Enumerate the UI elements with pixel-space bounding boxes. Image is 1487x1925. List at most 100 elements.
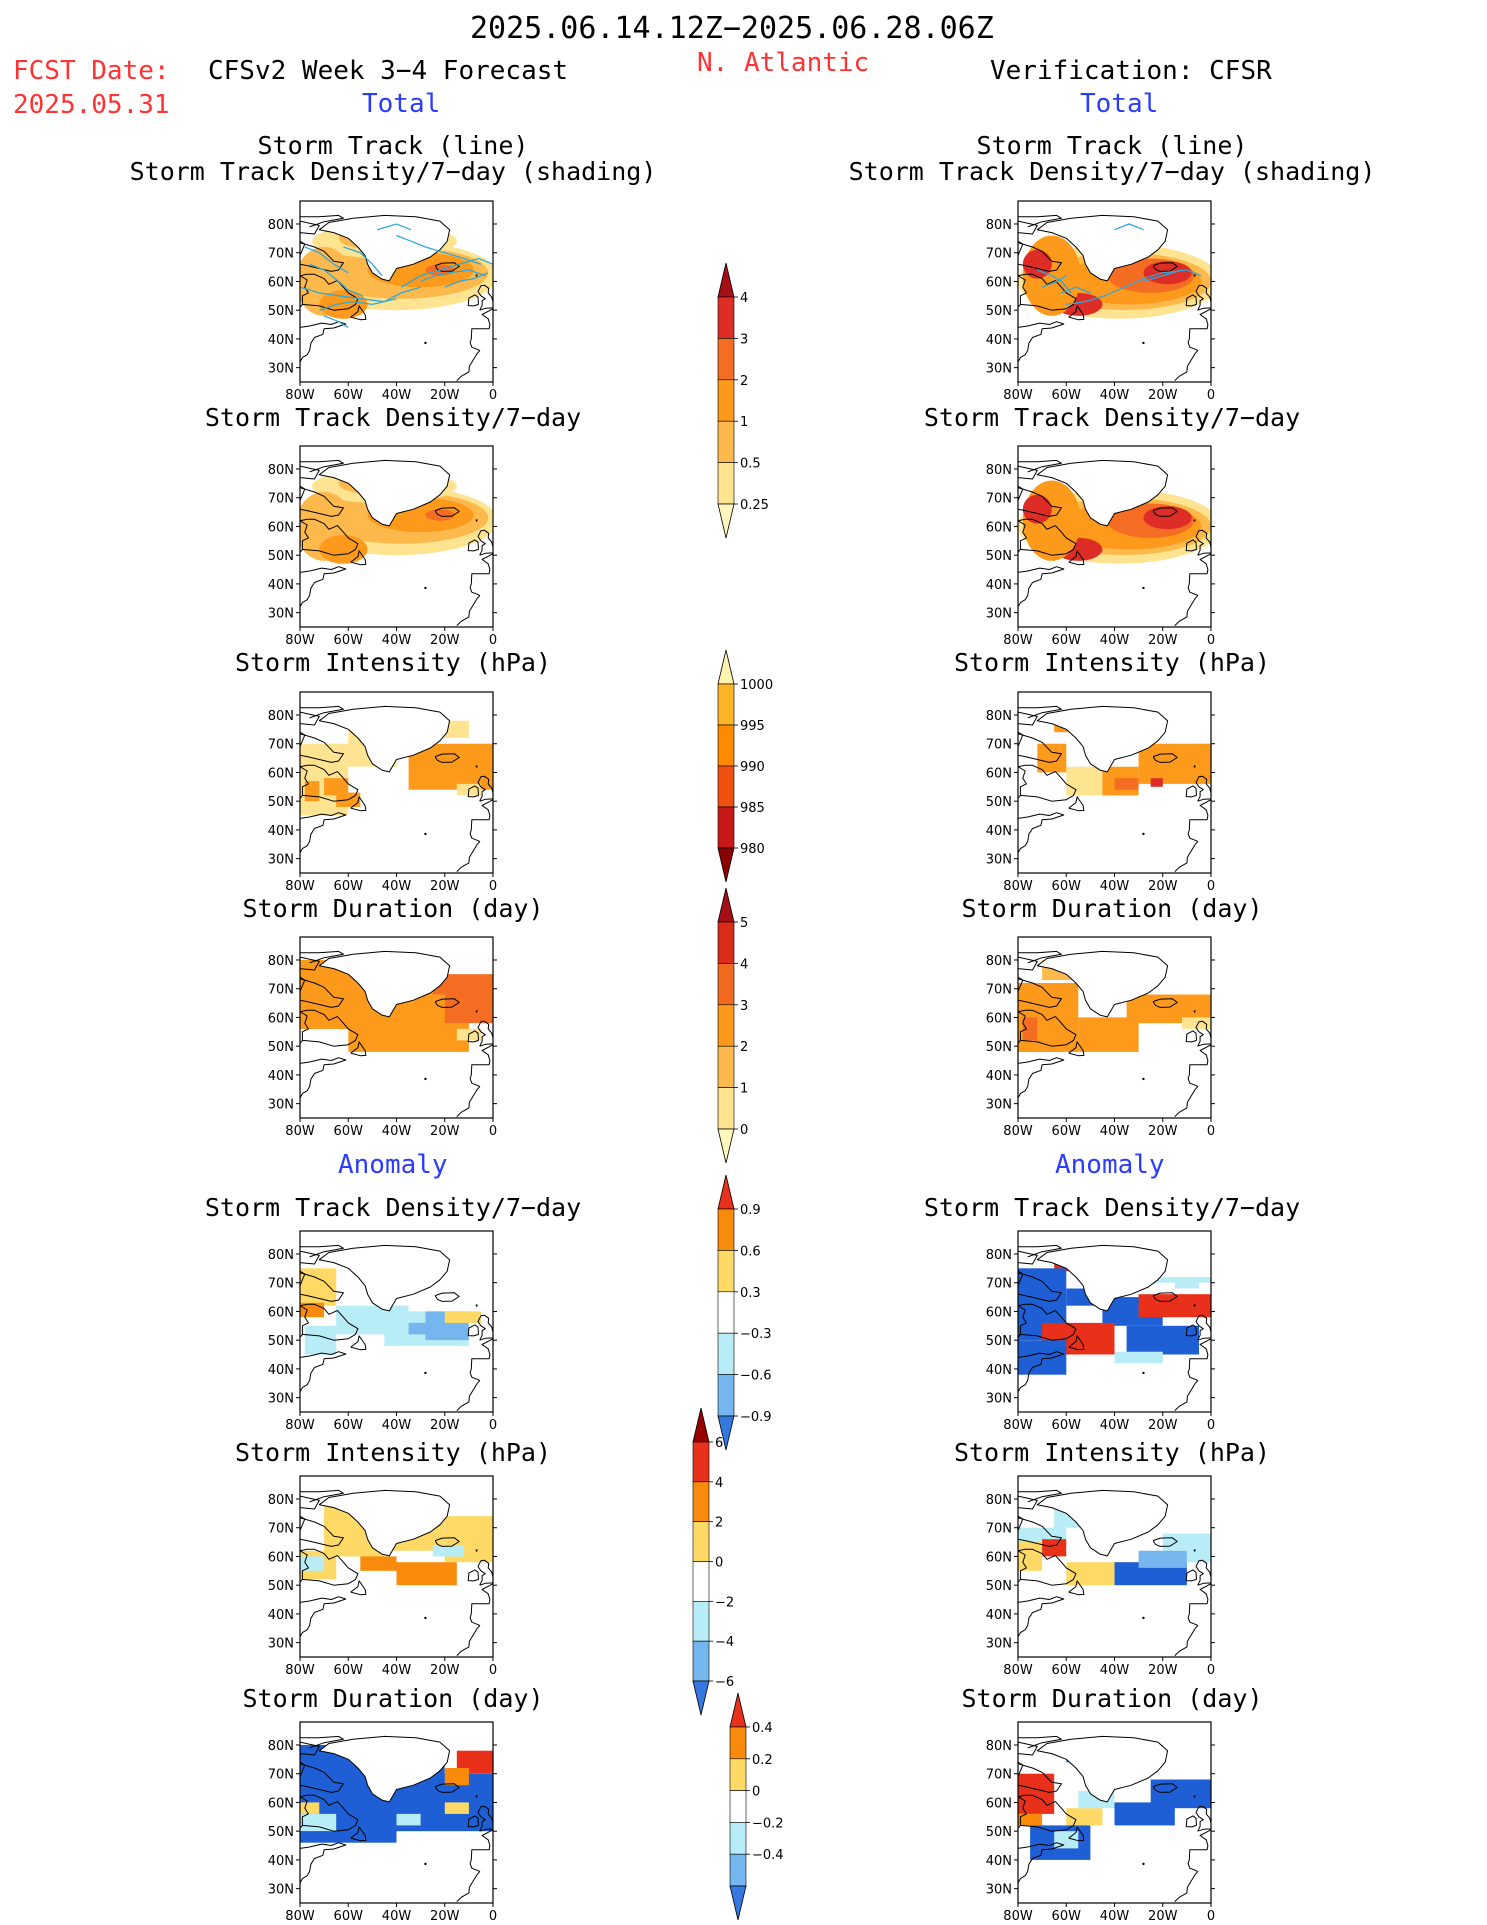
island-outline [1193, 1304, 1196, 1307]
coastline [300, 321, 347, 363]
verification-duration-map: 80N 70N 60N 50N 40N 30N 80W 60W 40W 20W 0 [986, 936, 1215, 1139]
lat-label: 60N [986, 275, 1012, 290]
lat-label: 80N [268, 954, 294, 969]
title-track-line-left: Storm Track (line) [257, 131, 529, 160]
coastline [300, 1794, 359, 1832]
island-outline [1195, 1020, 1211, 1047]
colorbar-label: 980 [740, 842, 765, 857]
lat-label: 50N [268, 304, 294, 319]
island-outline [467, 1324, 479, 1337]
shaded-cell [1018, 1773, 1055, 1814]
lat-label: 80N [986, 1493, 1012, 1508]
lat-label: 70N [986, 492, 1012, 507]
lon-label: 80W [1003, 633, 1033, 648]
colorbar-arrow-top [717, 649, 735, 685]
coastline [1018, 1763, 1062, 1793]
coastline [456, 1338, 493, 1411]
lat-label: 30N [986, 362, 1012, 377]
shaded-cell [1022, 1017, 1038, 1041]
coastline [300, 1548, 359, 1586]
lat-label: 70N [268, 1768, 294, 1783]
verification-intensity-map: 80N 70N 60N 50N 40N 30N 80W 60W 40W 20W 0 [986, 691, 1215, 894]
island-outline [1068, 1580, 1085, 1596]
coastlines [300, 214, 493, 381]
coastline [1018, 273, 1077, 311]
colorbar-arrow-top [717, 1174, 735, 1210]
island-outline [1195, 1805, 1211, 1832]
colorbar-label: 0 [752, 1785, 760, 1800]
lat-label: 30N [268, 1883, 294, 1898]
shaded-cell [1138, 743, 1211, 784]
colorbar-duration: 5 4 3 2 1 0 [717, 887, 748, 1164]
coastline [1018, 518, 1077, 556]
coastline [1018, 1761, 1027, 1829]
lat-label: 40N [986, 1069, 1012, 1084]
island-outline [1185, 539, 1197, 552]
lon-label: 20W [1148, 1909, 1178, 1924]
lat-label: 70N [986, 247, 1012, 262]
coastline [300, 1270, 309, 1338]
coastline [300, 950, 344, 964]
shaded-cell [360, 1556, 397, 1571]
coastline [300, 1763, 344, 1793]
greenland-outline [318, 950, 451, 1018]
coastline [1174, 1338, 1211, 1411]
shaded-cell [1138, 1550, 1187, 1568]
lat-label: 50N [986, 1334, 1012, 1349]
coastline [1018, 976, 1027, 1044]
island-outline [477, 284, 493, 311]
coastlines [1018, 1244, 1211, 1411]
shaded-region [1022, 249, 1052, 279]
coastline [1018, 214, 1062, 228]
lat-label: 50N [268, 549, 294, 564]
lat-label: 50N [986, 1825, 1012, 1840]
title-duration-right: Storm Duration (day) [961, 894, 1263, 923]
lon-label: 20W [1148, 1418, 1178, 1433]
lon-label: 80W [1003, 388, 1033, 403]
lon-label: 60W [1052, 1909, 1082, 1924]
island-outline [1185, 1569, 1197, 1582]
colorbar-segment [729, 1822, 747, 1855]
title-anom-density-right: Storm Track Density/7−day [923, 1193, 1301, 1222]
colorbar-segment [729, 1790, 747, 1823]
island-outline [467, 539, 479, 552]
azores-dot [424, 586, 427, 590]
lon-label: 20W [430, 633, 460, 648]
colorbar-segment [717, 379, 735, 422]
colorbar-arrow-bottom [717, 1128, 735, 1164]
title-duration-left: Storm Duration (day) [242, 894, 544, 923]
shaded-cell [1126, 1325, 1199, 1355]
lon-label: 40W [382, 1418, 412, 1433]
shaded-cell [444, 1311, 481, 1323]
island-outline [1152, 753, 1178, 763]
colorbar-density-anomaly: 0.9 0.6 0.3 −0.3 −0.6 −0.9 [717, 1174, 772, 1451]
colorbar-label: 990 [740, 760, 765, 775]
coastlines [300, 1489, 493, 1656]
island-outline [467, 1815, 479, 1828]
coastline [300, 764, 359, 802]
fcst-date-value: 2025.05.31 [13, 90, 170, 120]
island-outline [350, 1580, 367, 1596]
island-outline [434, 1783, 460, 1793]
azores-dot [424, 341, 427, 345]
forecast-duration-map: 80N 70N 60N 50N 40N 30N 80W 60W 40W 20W 0 [268, 936, 497, 1139]
lat-label: 50N [268, 1334, 294, 1349]
island-outline [434, 998, 460, 1008]
lon-label: 80W [285, 879, 315, 894]
azores-dot [1142, 1371, 1145, 1375]
azores-dot [1142, 832, 1145, 836]
coastline [1018, 1351, 1065, 1393]
lat-label: 30N [986, 1098, 1012, 1113]
lat-label: 40N [986, 333, 1012, 348]
verification-title: Verification: CFSR [990, 56, 1272, 86]
lat-label: 70N [986, 1522, 1012, 1537]
coastline [1018, 1596, 1065, 1638]
island-outline [350, 1041, 367, 1057]
shaded-cell [432, 1545, 465, 1557]
lon-label: 40W [1100, 1418, 1130, 1433]
colorbar-label: −4 [715, 1635, 734, 1650]
island-outline [1193, 274, 1196, 277]
colorbar-arrow-top [692, 1407, 710, 1443]
lon-label: 0 [1207, 1909, 1215, 1924]
shaded-cell [300, 1813, 337, 1832]
